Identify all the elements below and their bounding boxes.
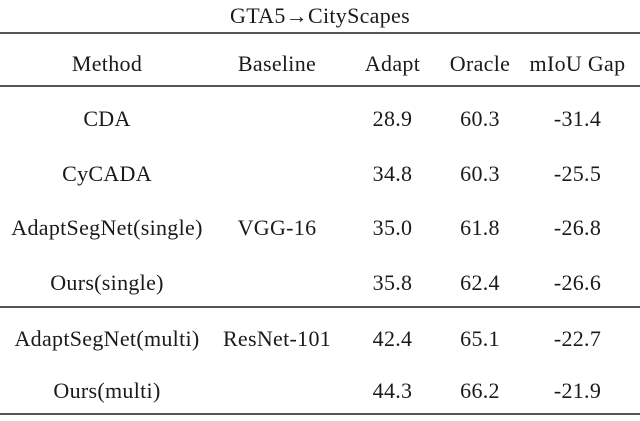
baseline-cell: [214, 142, 340, 197]
table-row: Ours(single) 35.8 62.4 -26.6: [0, 251, 640, 306]
adapt-cell: 35.8: [372, 270, 413, 296]
gap-cell: -31.4: [553, 105, 602, 131]
column-header-miou-gap: mIoU Gap: [529, 51, 626, 76]
oracle-cell: 65.1: [460, 325, 500, 351]
method-cell: AdaptSegNet(multi): [14, 325, 200, 351]
column-header-baseline: Baseline: [237, 51, 317, 76]
table-header-row: Method Baseline Adapt Oracle mIoU Gap: [0, 34, 640, 85]
method-cell: Ours(single): [50, 270, 164, 296]
baseline-cell: [214, 361, 340, 414]
adapt-cell: 28.9: [372, 105, 413, 131]
method-cell: Ours(multi): [53, 378, 161, 404]
baseline-cell: VGG-16: [237, 215, 317, 241]
gap-cell: -22.7: [553, 325, 602, 351]
table-group-vgg16: CDA 28.9 60.3 -31.4 CyCADA 34.8 60.3 -25…: [0, 87, 640, 306]
method-cell: CyCADA: [62, 160, 152, 186]
table-row: AdaptSegNet(multi) ResNet-101 42.4 65.1 …: [0, 308, 640, 361]
gap-cell: -25.5: [553, 160, 602, 186]
column-header-method: Method: [71, 51, 143, 76]
table-row: CyCADA 34.8 60.3 -25.5: [0, 142, 640, 197]
baseline-cell: [214, 87, 340, 142]
method-cell: AdaptSegNet(single): [11, 215, 203, 241]
adapt-cell: 34.8: [372, 160, 413, 186]
gap-cell: -26.8: [553, 215, 602, 241]
baseline-cell: ResNet-101: [222, 325, 332, 351]
method-cell: CDA: [83, 105, 131, 131]
oracle-cell: 60.3: [460, 105, 500, 131]
column-header-oracle: Oracle: [449, 51, 511, 76]
adapt-cell: 44.3: [372, 378, 413, 404]
rule-header: [0, 85, 640, 87]
column-header-adapt: Adapt: [364, 51, 421, 76]
oracle-cell: 62.4: [460, 270, 500, 296]
table-row: Ours(multi) 44.3 66.2 -21.9: [0, 361, 640, 414]
oracle-cell: 61.8: [460, 215, 500, 241]
baseline-cell: [214, 251, 340, 306]
rule-top: [0, 32, 640, 34]
table-title: GTA5→CityScapes: [230, 3, 410, 28]
table-row: CDA 28.9 60.3 -31.4: [0, 87, 640, 142]
oracle-cell: 66.2: [460, 378, 500, 404]
oracle-cell: 60.3: [460, 160, 500, 186]
table-row: AdaptSegNet(single) VGG-16 35.0 61.8 -26…: [0, 197, 640, 252]
gap-cell: -26.6: [553, 270, 602, 296]
table-group-resnet101: AdaptSegNet(multi) ResNet-101 42.4 65.1 …: [0, 308, 640, 413]
gap-cell: -21.9: [553, 378, 602, 404]
rule-group-separator: [0, 306, 640, 308]
adapt-cell: 35.0: [372, 215, 413, 241]
rule-bottom: [0, 413, 640, 415]
adapt-cell: 42.4: [372, 325, 413, 351]
